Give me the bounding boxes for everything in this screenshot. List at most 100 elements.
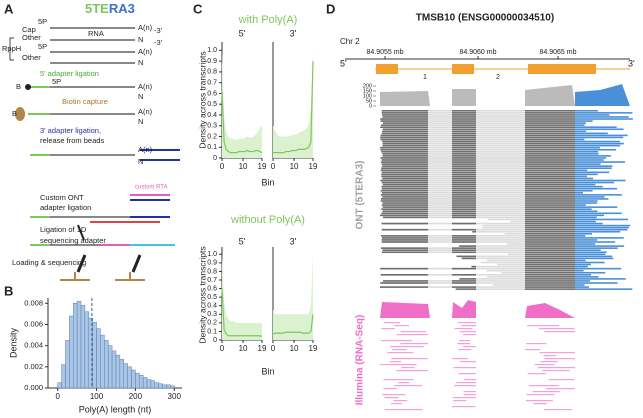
read-tail bbox=[575, 288, 633, 290]
bar bbox=[100, 334, 105, 389]
read-exon bbox=[382, 280, 428, 282]
read-tail bbox=[575, 265, 588, 268]
read-exon bbox=[381, 204, 428, 206]
read-exon bbox=[525, 286, 575, 288]
read bbox=[381, 328, 395, 330]
track-label: Illumina (RNA-Seq) bbox=[355, 315, 366, 406]
diagram-label: sequencing adapter bbox=[40, 236, 106, 245]
line bbox=[273, 61, 314, 154]
bar bbox=[115, 354, 121, 389]
read-body bbox=[380, 169, 575, 172]
read-tail bbox=[575, 136, 624, 139]
read-exon bbox=[382, 130, 428, 133]
read-body bbox=[382, 128, 575, 131]
read-tail bbox=[575, 171, 610, 174]
x-tick-label: 10 bbox=[239, 344, 248, 353]
read bbox=[453, 400, 467, 402]
read bbox=[383, 322, 401, 324]
read-tail bbox=[575, 144, 621, 147]
read-exon bbox=[525, 222, 575, 225]
read-exon bbox=[452, 194, 476, 196]
read-exon bbox=[380, 126, 428, 128]
read-exon bbox=[452, 153, 476, 155]
read-body bbox=[380, 157, 575, 159]
read-tail bbox=[575, 140, 620, 143]
chart-title: with Poly(A) bbox=[238, 14, 298, 26]
read-tail bbox=[575, 263, 591, 266]
diagram-label: Cap bbox=[22, 25, 36, 34]
read-exon bbox=[452, 114, 476, 116]
read-body bbox=[380, 189, 575, 192]
bar bbox=[166, 384, 171, 389]
read bbox=[542, 370, 570, 372]
read-exon bbox=[381, 239, 428, 241]
read-tail bbox=[575, 128, 624, 131]
read-exon bbox=[525, 208, 575, 210]
read-exon bbox=[525, 282, 575, 284]
panel-label: A bbox=[4, 1, 14, 16]
read bbox=[384, 397, 399, 399]
read-exon bbox=[452, 128, 476, 131]
read-exon bbox=[525, 288, 575, 290]
read-exon bbox=[381, 187, 428, 190]
read-exon bbox=[525, 183, 575, 186]
bar bbox=[96, 328, 101, 389]
read-body bbox=[382, 210, 575, 213]
read bbox=[457, 322, 476, 324]
panel-label: D bbox=[326, 1, 335, 16]
read-exon bbox=[525, 214, 575, 217]
read-tail bbox=[575, 269, 584, 272]
read-exon bbox=[525, 118, 575, 120]
read-exon bbox=[452, 124, 476, 126]
read-body bbox=[381, 173, 575, 176]
read-body bbox=[380, 120, 575, 122]
read-body bbox=[381, 251, 575, 254]
diagram-label: RppH bbox=[2, 44, 21, 53]
read-body bbox=[380, 214, 575, 217]
read-exon bbox=[525, 167, 575, 169]
read-tail bbox=[575, 153, 599, 155]
read-exon bbox=[381, 163, 428, 165]
coverage-polya bbox=[575, 84, 630, 106]
read bbox=[528, 385, 559, 387]
read-exon bbox=[380, 179, 428, 182]
diagram-label: N bbox=[138, 117, 143, 126]
read-tail bbox=[575, 148, 616, 151]
read bbox=[527, 373, 547, 375]
read-exon bbox=[452, 282, 476, 284]
read bbox=[393, 400, 408, 402]
read bbox=[539, 352, 575, 354]
read-exon bbox=[525, 249, 575, 251]
read-exon bbox=[452, 181, 476, 184]
read-exon bbox=[452, 208, 476, 210]
read bbox=[390, 403, 403, 405]
read bbox=[452, 358, 468, 360]
read-exon bbox=[525, 161, 575, 163]
read-body bbox=[455, 288, 575, 290]
y-tick-label: 0.6 bbox=[207, 90, 217, 97]
read bbox=[532, 391, 561, 393]
read bbox=[400, 343, 428, 345]
bar bbox=[111, 350, 117, 389]
read-exon bbox=[525, 196, 575, 198]
read-body bbox=[381, 212, 575, 215]
read-tail bbox=[575, 179, 626, 182]
diagram-label: Other bbox=[22, 53, 41, 62]
read-tail bbox=[575, 161, 626, 163]
y-tick-label: 0.8 bbox=[207, 268, 217, 275]
read-body bbox=[382, 202, 575, 204]
read-exon bbox=[461, 257, 476, 260]
read-tail bbox=[575, 274, 592, 276]
read-body bbox=[380, 282, 575, 284]
read-body bbox=[381, 239, 575, 241]
read-exon bbox=[525, 228, 575, 231]
read-exon bbox=[525, 110, 575, 112]
read-body bbox=[380, 247, 575, 249]
x-tick-label: 19 bbox=[258, 162, 267, 171]
coordinate: 84.9065 mb bbox=[540, 49, 577, 56]
read-exon bbox=[381, 228, 428, 231]
subplot-label: 3' bbox=[290, 28, 297, 38]
coverage-tick-label: 200 bbox=[363, 83, 372, 89]
read-exon bbox=[382, 155, 428, 157]
x-tick-label: 0 bbox=[220, 162, 225, 171]
